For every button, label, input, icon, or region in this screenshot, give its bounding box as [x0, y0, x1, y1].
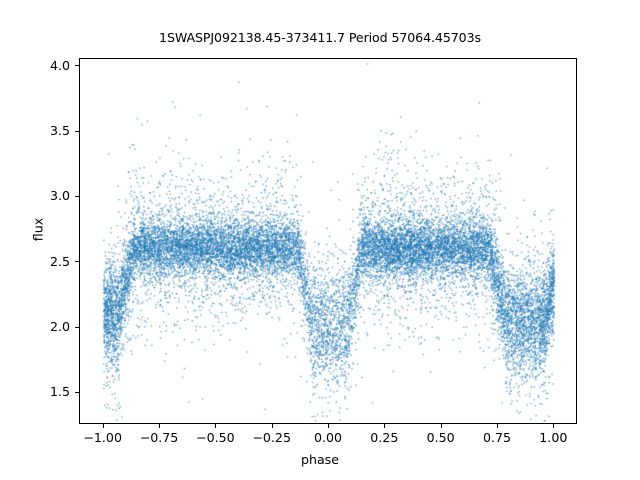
y-tick-label: 2.0 — [49, 319, 70, 335]
x-tick-mark — [215, 424, 217, 428]
y-axis-label: flux — [30, 217, 46, 242]
chart-title: 1SWASPJ092138.45-373411.7 Period 57064.4… — [159, 30, 481, 45]
y-tick-label: 3.0 — [49, 188, 70, 204]
x-tick-mark — [102, 424, 104, 428]
y-tick-mark — [75, 130, 79, 132]
x-tick-mark — [440, 424, 442, 428]
y-tick-mark — [75, 65, 79, 67]
x-tick-label: −0.25 — [252, 430, 291, 445]
x-tick-label: −0.50 — [196, 430, 235, 445]
y-tick-mark — [75, 326, 79, 328]
x-tick-mark — [271, 424, 273, 428]
y-tick-mark — [75, 391, 79, 393]
x-tick-label: −0.75 — [139, 430, 179, 445]
y-tick-label: 2.5 — [49, 253, 70, 269]
x-tick-mark — [497, 424, 498, 428]
y-tick-mark — [75, 261, 79, 263]
x-tick-mark — [158, 424, 160, 428]
y-tick-mark — [75, 195, 79, 197]
scatter-plot-canvas — [80, 59, 578, 425]
x-tick-label: 0.25 — [370, 430, 399, 445]
y-tick-label: 1.5 — [49, 384, 70, 400]
x-tick-label: 0.50 — [426, 430, 455, 445]
x-tick-mark — [553, 424, 555, 428]
y-tick-label: 3.5 — [49, 123, 70, 139]
x-tick-label: 1.00 — [539, 430, 568, 445]
x-tick-label: 0.75 — [482, 430, 512, 445]
x-tick-label: −1.00 — [83, 430, 122, 445]
x-axis-label: phase — [300, 452, 339, 467]
plot-axes — [79, 58, 578, 425]
x-tick-mark — [328, 424, 329, 428]
x-tick-label: 0.00 — [313, 430, 343, 445]
x-tick-mark — [384, 424, 386, 428]
y-tick-label: 4.0 — [49, 57, 70, 73]
